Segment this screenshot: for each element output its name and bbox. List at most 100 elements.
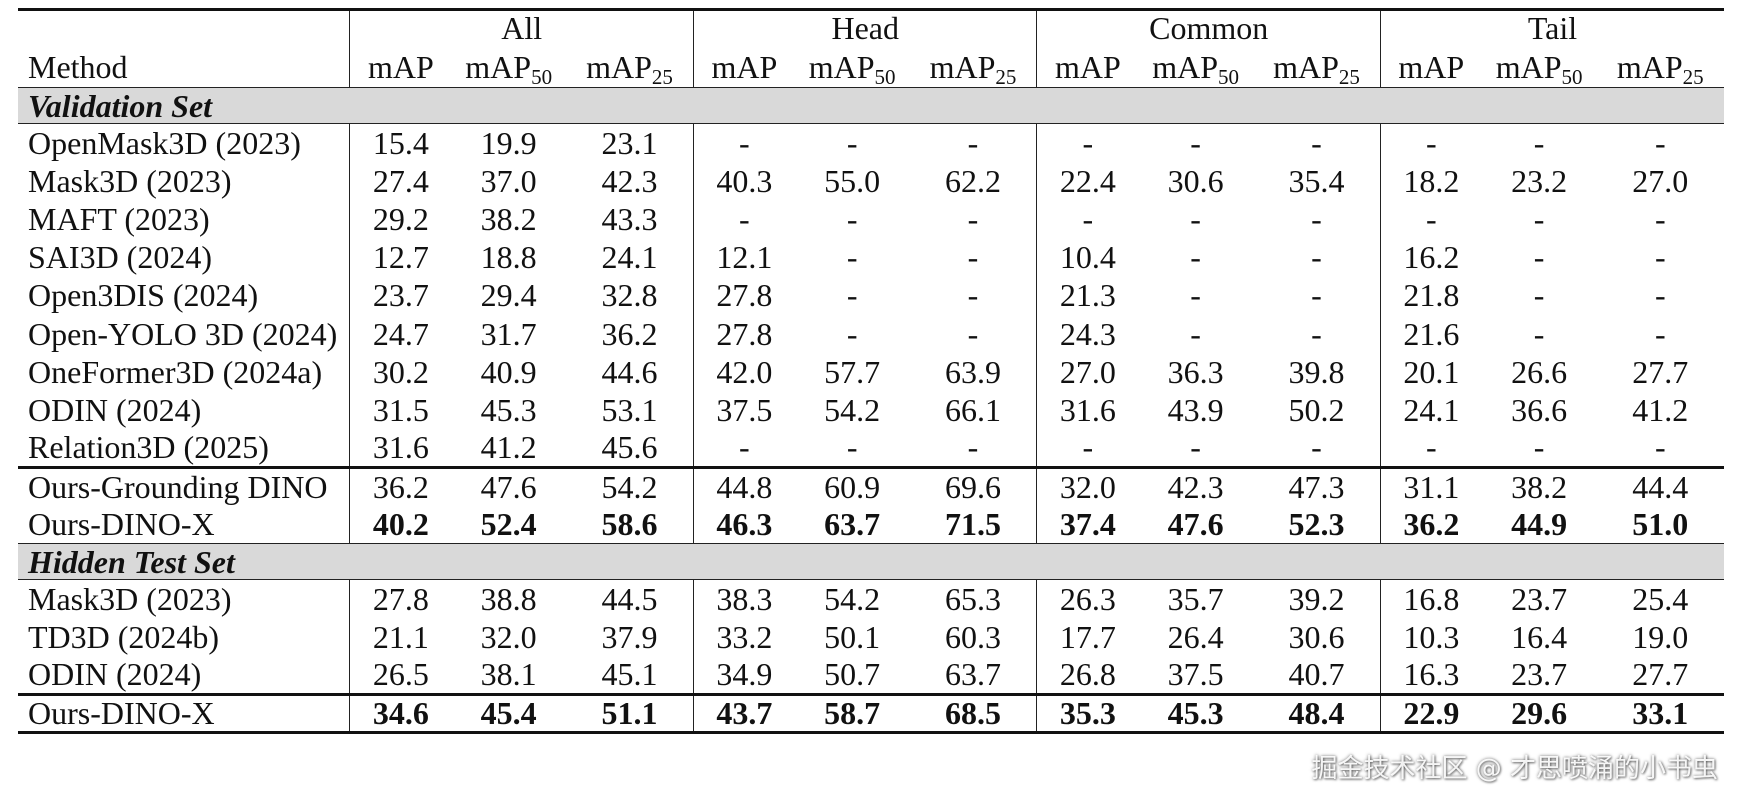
metric-value-all: 12.7 [349,238,452,277]
method-name: MAFT (2023) [28,200,210,237]
metric-subscript: 50 [874,65,896,89]
metric-value-tail: 20.1 [1379,352,1482,391]
metric-value-all: 23.1 [566,122,694,162]
metric-value-all: 53.1 [601,391,658,428]
metric-value-head: 60.9 [794,465,910,506]
metric-value-head: 71.5 [945,506,1001,543]
metric-value-all: 44.6 [601,353,658,390]
metric-value-all: 47.6 [451,465,567,506]
metric-value-all: 26.5 [349,655,452,695]
metric-value-all: 45.6 [601,429,658,466]
metric-value-head: - [846,239,858,276]
metric-value-common: - [1311,200,1322,237]
metric-value-head: - [846,277,858,314]
metric-value-head: 60.3 [945,618,1001,655]
table-row: Relation3D (2025) 31.6 41.2 45.6- - - - - - - - - [18,429,1724,468]
metric-value-tail: - [1654,429,1666,466]
metric-value-head: - [967,429,979,466]
metric-value-head: 63.7 [945,656,1001,693]
metric-value-tail: - [1533,277,1545,314]
metric-value-tail: 27.7 [1632,656,1689,693]
metric-value-head: 50.1 [824,618,881,655]
metric-header-all-25: mAP25 [566,44,693,88]
metric-header-all-50: mAP50 [451,44,566,88]
metric-label: mAP [367,49,434,85]
metric-value-tail: 22.9 [1379,692,1482,734]
metric-value-tail: 18.2 [1379,161,1482,200]
metric-value-common: 50.2 [1288,391,1345,428]
metric-value-tail: - [1654,239,1666,276]
metric-header-common-25: mAP25 [1253,44,1380,88]
metric-value-common: 37.5 [1167,656,1224,693]
metric-value-head: - [692,122,795,162]
metric-value-tail: 16.4 [1511,618,1568,655]
metric-value-tail: - [1654,315,1666,352]
method-name: Open3DIS (2024) [28,277,259,314]
metric-value-tail: - [1533,200,1545,237]
method-name: OneFormer3D (2024a) [28,353,323,390]
metric-value-common: 24.3 [1036,314,1139,353]
metric-value-all: 24.7 [349,314,452,353]
metric-value-all: 40.9 [480,353,537,390]
metric-value-common: 35.7 [1138,579,1254,618]
metric-value-tail: 27.0 [1632,162,1689,199]
section-header-row: Hidden Test Set [18,543,1724,580]
metric-value-common: 42.3 [1138,465,1254,506]
metric-value-common: 47.3 [1253,465,1381,506]
table-row: OneFormer3D (2024a) 30.2 40.9 44.6 42.0 57.7 6… [18,352,1724,391]
method-name: Ours-DINO-X [28,506,215,543]
metric-value-head: 54.2 [794,579,910,618]
metric-value-head: 63.9 [945,353,1001,390]
metric-value-tail: 16.2 [1379,238,1482,277]
metric-value-head: 44.8 [692,465,795,506]
metric-label: mAP [711,49,778,85]
table-row: Open-YOLO 3D (2024) 24.7 31.7 36.2 27.8 - - 24.… [18,314,1724,353]
metric-value-head: 54.2 [824,391,881,428]
metric-value-common: - [1190,277,1201,314]
metric-value-common: 36.3 [1167,353,1224,390]
metric-value-head: - [692,199,795,239]
metric-value-tail: 36.2 [1379,505,1482,544]
metric-value-common: 26.8 [1036,655,1139,695]
metric-subscript: 25 [651,65,673,89]
metric-value-common: 39.8 [1288,353,1345,390]
metric-value-all: 30.2 [349,352,452,391]
table-row: Ours-Grounding DINO 36.2 47.6 54.2 44.8 60.9 6… [18,465,1724,506]
method-name: Relation3D (2025) [28,429,269,466]
metric-label: mAP [586,49,652,85]
metric-value-all: 52.4 [480,506,537,543]
metric-value-all: 15.4 [349,122,452,162]
method-name: Ours-DINO-X [18,692,350,734]
metric-value-tail: - [1654,200,1666,237]
metric-value-common: - [1190,239,1201,276]
metric-value-tail: 41.2 [1632,391,1689,428]
method-name: Ours-Grounding DINO [18,465,350,506]
metric-value-head: 34.9 [692,655,795,695]
metric-value-all: 36.2 [601,315,658,352]
method-name: Mask3D (2023) [28,162,232,199]
metric-value-common: 17.7 [1036,617,1139,656]
metric-value-all: 38.2 [480,200,537,237]
metric-header-head-25: mAP25 [910,44,1037,88]
metric-value-head: 38.3 [692,579,795,618]
metric-value-head: 27.8 [692,314,795,353]
method-name: ODIN (2024) [28,391,202,428]
metric-value-common: 45.3 [1138,692,1254,734]
metric-value-all: 34.6 [349,692,452,734]
metric-value-all: 42.3 [601,162,658,199]
metric-value-all: 51.1 [566,692,694,734]
metric-value-common: 26.3 [1036,579,1139,618]
metric-value-tail: 16.8 [1379,579,1482,618]
table-row: Ours-DINO-X 40.2 52.4 58.6 46.3 63.7 71.5 37.4 4… [18,505,1724,544]
metric-subscript: 50 [531,65,553,89]
metric-value-common: 10.4 [1036,238,1139,277]
metric-value-all: 43.3 [601,200,658,237]
metric-value-all: 23.7 [349,276,452,315]
metric-value-head: 33.2 [692,617,795,656]
metric-value-all: 31.5 [349,390,452,429]
metric-label: mAP [1152,49,1219,85]
metric-value-all: 37.0 [480,162,537,199]
metric-label: mAP [808,49,875,85]
metric-value-tail: - [1533,239,1545,276]
metric-value-tail: 21.6 [1379,314,1482,353]
